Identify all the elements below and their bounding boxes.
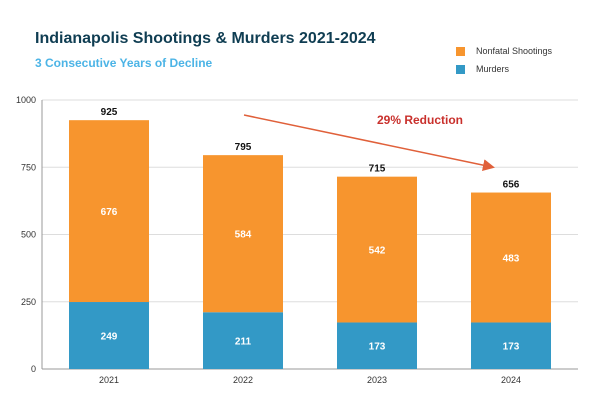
x-tick-label: 2023: [367, 375, 387, 385]
legend-label-nonfatal: Nonfatal Shootings: [476, 46, 553, 56]
bar-nonfatal-shootings: [471, 192, 551, 323]
total-label: 795: [235, 142, 252, 153]
y-tick-label: 250: [21, 297, 36, 307]
legend-item-murders: Murders: [456, 64, 509, 74]
y-tick-label: 0: [31, 364, 36, 374]
x-tick-label: 2024: [501, 375, 521, 385]
y-tick-label: 750: [21, 162, 36, 172]
bar-nonfatal-shootings: [337, 176, 417, 323]
total-label: 925: [101, 107, 118, 118]
legend-swatch-murders: [456, 64, 465, 74]
bar-nonfatal-shootings: [69, 120, 149, 303]
chart-subtitle: 3 Consecutive Years of Decline: [35, 56, 213, 70]
bar-murders: [471, 322, 551, 369]
data-label: 211: [235, 337, 252, 348]
data-label: 676: [101, 207, 118, 218]
annotation-reduction: 29% Reduction: [377, 113, 463, 127]
total-label: 656: [503, 180, 520, 191]
bar-nonfatal-shootings: [203, 155, 283, 313]
chart-title: Indianapolis Shootings & Murders 2021-20…: [35, 30, 376, 47]
data-label: 173: [369, 342, 386, 353]
total-label: 715: [369, 164, 386, 175]
data-label: 542: [369, 246, 386, 257]
reduction-arrow: [243, 114, 495, 172]
legend-label-murders: Murders: [476, 64, 510, 74]
bar-murders: [337, 322, 417, 369]
data-label: 249: [101, 332, 118, 343]
y-tick-label: 500: [21, 230, 36, 240]
legend-swatch-nonfatal: [456, 46, 465, 56]
x-tick-label: 2022: [233, 375, 253, 385]
data-label: 483: [503, 253, 520, 264]
bar-murders: [69, 302, 149, 369]
y-tick-label: 1000: [16, 95, 36, 105]
data-label: 173: [503, 342, 520, 353]
data-label: 584: [235, 230, 252, 241]
x-tick-label: 2021: [99, 375, 119, 385]
legend-item-nonfatal: Nonfatal Shootings: [456, 46, 552, 56]
bar-murders: [203, 312, 283, 369]
